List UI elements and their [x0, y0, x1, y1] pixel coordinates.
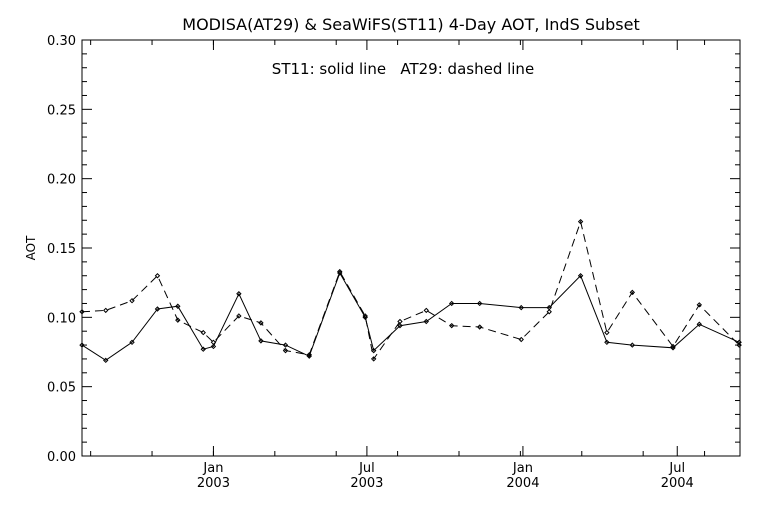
x-tick-month: Jan [512, 461, 533, 476]
x-tick-year: 2004 [661, 476, 694, 491]
data-point-at29 [448, 322, 455, 329]
x-tick-year: 2003 [197, 476, 230, 491]
data-point-at29 [210, 339, 217, 346]
data-point-at29 [200, 329, 206, 336]
data-point-st11 [200, 346, 206, 352]
data-point-st11 [282, 342, 289, 348]
y-tick-label: 0.25 [47, 103, 76, 118]
data-point-at29 [175, 317, 181, 323]
data-point-at29 [736, 342, 742, 348]
plot-frame [81, 39, 741, 457]
data-point-at29 [79, 309, 85, 315]
y-axis-label: AOT [24, 235, 38, 260]
data-point-st11 [696, 321, 703, 327]
data-point-at29 [129, 297, 135, 304]
x-tick-month: Jul [358, 461, 375, 476]
data-point-at29 [337, 268, 343, 275]
series-layer [79, 218, 742, 364]
data-point-st11 [154, 306, 161, 312]
x-tick-month: Jan [202, 461, 223, 476]
data-point-at29 [397, 318, 403, 325]
data-point-at29 [670, 343, 676, 350]
data-point-st11 [258, 338, 264, 344]
data-point-st11 [79, 342, 85, 348]
data-point-st11 [629, 342, 636, 348]
series-line-st11 [81, 271, 740, 361]
data-point-st11 [129, 339, 135, 346]
data-point-at29 [696, 302, 703, 308]
data-point-st11 [103, 357, 109, 364]
data-point-at29 [577, 218, 584, 225]
data-point-at29 [518, 336, 524, 343]
x-tick-year: 2003 [350, 476, 383, 491]
y-tick-label: 0.15 [47, 242, 76, 257]
data-point-at29 [103, 307, 109, 314]
data-point-at29 [546, 309, 552, 315]
legend-annotation: ST11: solid line AT29: dashed line [272, 60, 534, 78]
data-point-st11 [423, 318, 429, 325]
data-point-st11 [175, 303, 181, 309]
data-point-st11 [210, 343, 217, 350]
data-point-at29 [154, 273, 161, 279]
chart-title: MODISA(AT29) & SeaWiFS(ST11) 4-Day AOT, … [182, 15, 639, 34]
data-point-st11 [236, 291, 242, 297]
data-point-st11 [604, 339, 610, 346]
x-tick-year: 2004 [506, 476, 539, 491]
y-axis: 0.00 0.05 0.10 0.15 0.20 0.25 0.30 [47, 34, 740, 465]
data-point-at29 [236, 313, 242, 319]
data-point-st11 [577, 273, 584, 279]
data-point-st11 [476, 300, 483, 307]
data-point-at29 [362, 313, 368, 319]
data-point-at29 [370, 356, 377, 362]
x-tick-month: Jul [668, 461, 685, 476]
y-tick-label: 0.05 [47, 381, 76, 396]
data-point-at29 [476, 324, 483, 330]
data-point-at29 [629, 289, 636, 296]
y-tick-label: 0.10 [47, 311, 76, 326]
data-point-at29 [423, 307, 429, 314]
data-point-st11 [736, 339, 742, 346]
data-point-at29 [258, 320, 264, 326]
y-tick-label: 0.30 [47, 34, 76, 49]
data-point-at29 [604, 329, 610, 336]
data-point-st11 [397, 322, 403, 329]
data-point-st11 [518, 304, 524, 311]
series-line-at29 [81, 219, 740, 361]
data-point-at29 [282, 347, 289, 354]
data-point-at29 [306, 352, 312, 358]
y-tick-label: 0.20 [47, 173, 76, 188]
data-point-st11 [448, 300, 455, 307]
y-tick-label: 0.00 [47, 450, 76, 465]
